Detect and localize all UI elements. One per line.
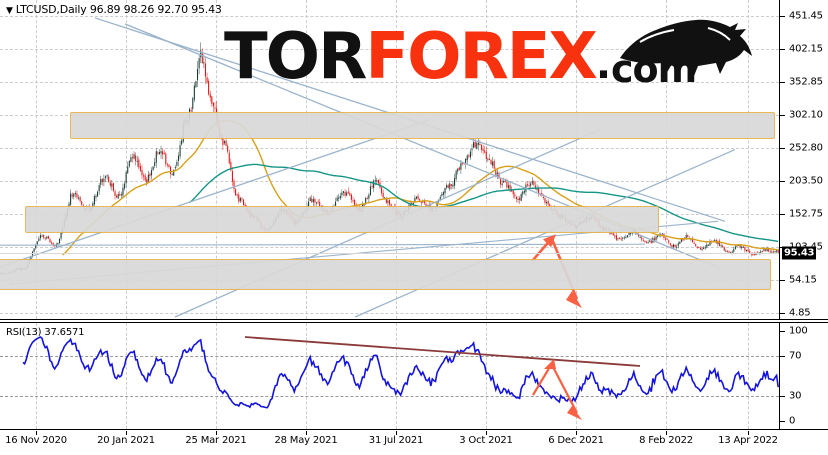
rsi-axis-tick — [780, 356, 785, 357]
rsi-axis-tick — [780, 331, 785, 332]
rsi-line — [22, 336, 779, 409]
price-axis-label: 4.85 — [789, 307, 811, 319]
price-axis-tick — [780, 115, 785, 116]
rsi-axis-tick — [780, 396, 785, 397]
price-axis-tick — [780, 313, 785, 314]
rsi-axis-label: 100 — [789, 325, 808, 337]
resistance-zone-mid — [25, 206, 659, 233]
time-axis-tick — [396, 431, 397, 435]
rsi-axis-tick — [780, 421, 785, 422]
time-axis-label: 31 Jul 2021 — [368, 435, 424, 446]
price-axis-label: 302.10 — [789, 109, 823, 121]
price-axis-label: 252.80 — [789, 142, 823, 154]
price-plot-area[interactable]: TOR FOREX . com — [0, 0, 779, 319]
time-axis-tick — [748, 431, 749, 435]
time-axis-tick — [216, 431, 217, 435]
price-axis-tick — [780, 214, 785, 215]
price-axis-label: 451.45 — [789, 10, 823, 22]
time-axis-label: 28 May 2021 — [274, 435, 338, 446]
rsi-level-line — [0, 356, 779, 357]
price-panel: TOR FOREX . com 451.45 402.15 352.85 302.10… — [0, 0, 828, 320]
price-axis-label: 203.50 — [789, 175, 823, 187]
time-axis-tick — [666, 431, 667, 435]
price-axis-tick — [780, 82, 785, 83]
price-axis-label: 402.15 — [789, 43, 823, 55]
resistance-zone-upper — [70, 112, 775, 139]
time-axis-label: 20 Jan 2021 — [97, 435, 155, 446]
time-axis-tick — [126, 431, 127, 435]
moving-average-fast — [62, 120, 779, 256]
chart-header: ▼ LTCUSD,Daily 96.89 98.26 92.70 95.43 — [6, 3, 222, 16]
price-axis-tick — [780, 49, 785, 50]
time-axis-label: 13 Apr 2022 — [718, 435, 778, 446]
symbol-dropdown-caret[interactable]: ▼ — [6, 6, 13, 16]
price-axis-label: 152.75 — [789, 208, 823, 220]
time-axis-tick — [486, 431, 487, 435]
rsi-axis-label: 30 — [789, 390, 802, 402]
time-axis: 16 Nov 2020 20 Jan 2021 25 Mar 2021 28 May … — [0, 431, 828, 455]
time-axis-label: 25 Mar 2021 — [185, 435, 247, 446]
price-axis-tick — [780, 16, 785, 17]
time-axis-label: 6 Dec 2021 — [548, 435, 604, 446]
price-axis-label: 352.85 — [789, 76, 823, 88]
candlestick-series — [0, 42, 779, 277]
rsi-panel: 100 70 30 0 RSI(13) 37.6571 — [0, 322, 828, 430]
rsi-header-label: RSI(13) 37.6571 — [6, 327, 85, 338]
time-axis-tick — [36, 431, 37, 435]
rsi-forecast-arrow — [532, 359, 582, 420]
rsi-level-line — [0, 396, 779, 397]
rsi-plot-area[interactable] — [0, 323, 779, 429]
moving-average-slow — [189, 163, 779, 243]
time-axis-tick — [306, 431, 307, 435]
time-axis-tick — [576, 431, 577, 435]
price-axis-label: 54.15 — [789, 274, 817, 286]
time-axis-label: 16 Nov 2020 — [5, 435, 67, 446]
time-axis-label: 8 Feb 2022 — [639, 435, 693, 446]
price-axis-tick — [780, 280, 785, 281]
time-axis-label: 3 Oct 2021 — [459, 435, 513, 446]
price-axis-tick — [780, 148, 785, 149]
support-zone-lower — [0, 259, 771, 290]
rsi-descending-trendline — [244, 336, 641, 367]
rsi-axis-label: 0 — [789, 415, 796, 427]
current-price-tag: 95.43 — [782, 246, 817, 260]
price-axis-tick — [780, 181, 785, 182]
rsi-axis: 100 70 30 0 — [779, 323, 828, 429]
symbol-ohlc-label: LTCUSD,Daily 96.89 98.26 92.70 95.43 — [15, 3, 222, 16]
rsi-axis-label: 70 — [789, 350, 802, 362]
current-price-line — [0, 253, 779, 254]
rsi-series-svg — [22, 336, 779, 420]
price-axis: 451.45 402.15 352.85 302.10 252.80 203.50 152.… — [779, 0, 828, 319]
